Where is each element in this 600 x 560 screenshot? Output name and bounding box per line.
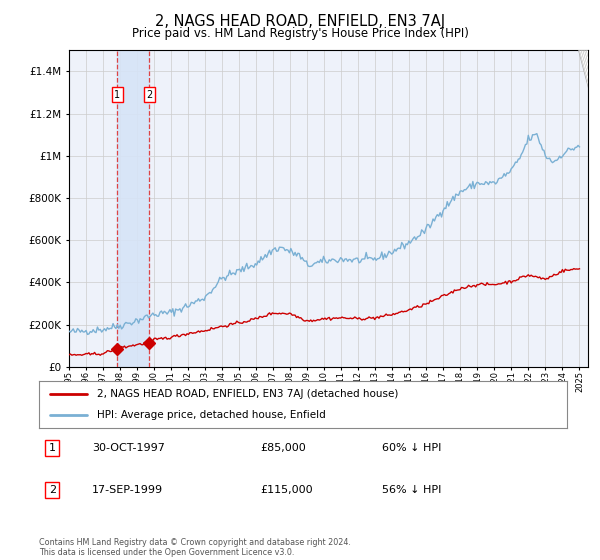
Text: 2, NAGS HEAD ROAD, ENFIELD, EN3 7AJ (detached house): 2, NAGS HEAD ROAD, ENFIELD, EN3 7AJ (det… xyxy=(97,389,398,399)
Text: Price paid vs. HM Land Registry's House Price Index (HPI): Price paid vs. HM Land Registry's House … xyxy=(131,27,469,40)
Text: 2: 2 xyxy=(49,485,56,495)
Text: 1: 1 xyxy=(49,443,56,453)
Text: £85,000: £85,000 xyxy=(261,443,307,453)
Bar xyxy=(117,50,149,367)
Text: 17-SEP-1999: 17-SEP-1999 xyxy=(92,485,163,495)
Text: £115,000: £115,000 xyxy=(261,485,313,495)
Text: 56% ↓ HPI: 56% ↓ HPI xyxy=(382,485,442,495)
Text: 2: 2 xyxy=(146,90,152,100)
Text: Contains HM Land Registry data © Crown copyright and database right 2024.
This d: Contains HM Land Registry data © Crown c… xyxy=(39,538,351,557)
Text: 30-OCT-1997: 30-OCT-1997 xyxy=(92,443,164,453)
Text: 60% ↓ HPI: 60% ↓ HPI xyxy=(382,443,442,453)
Text: 1: 1 xyxy=(114,90,120,100)
Polygon shape xyxy=(578,50,588,88)
Text: 2, NAGS HEAD ROAD, ENFIELD, EN3 7AJ: 2, NAGS HEAD ROAD, ENFIELD, EN3 7AJ xyxy=(155,14,445,29)
Text: HPI: Average price, detached house, Enfield: HPI: Average price, detached house, Enfi… xyxy=(97,410,326,420)
